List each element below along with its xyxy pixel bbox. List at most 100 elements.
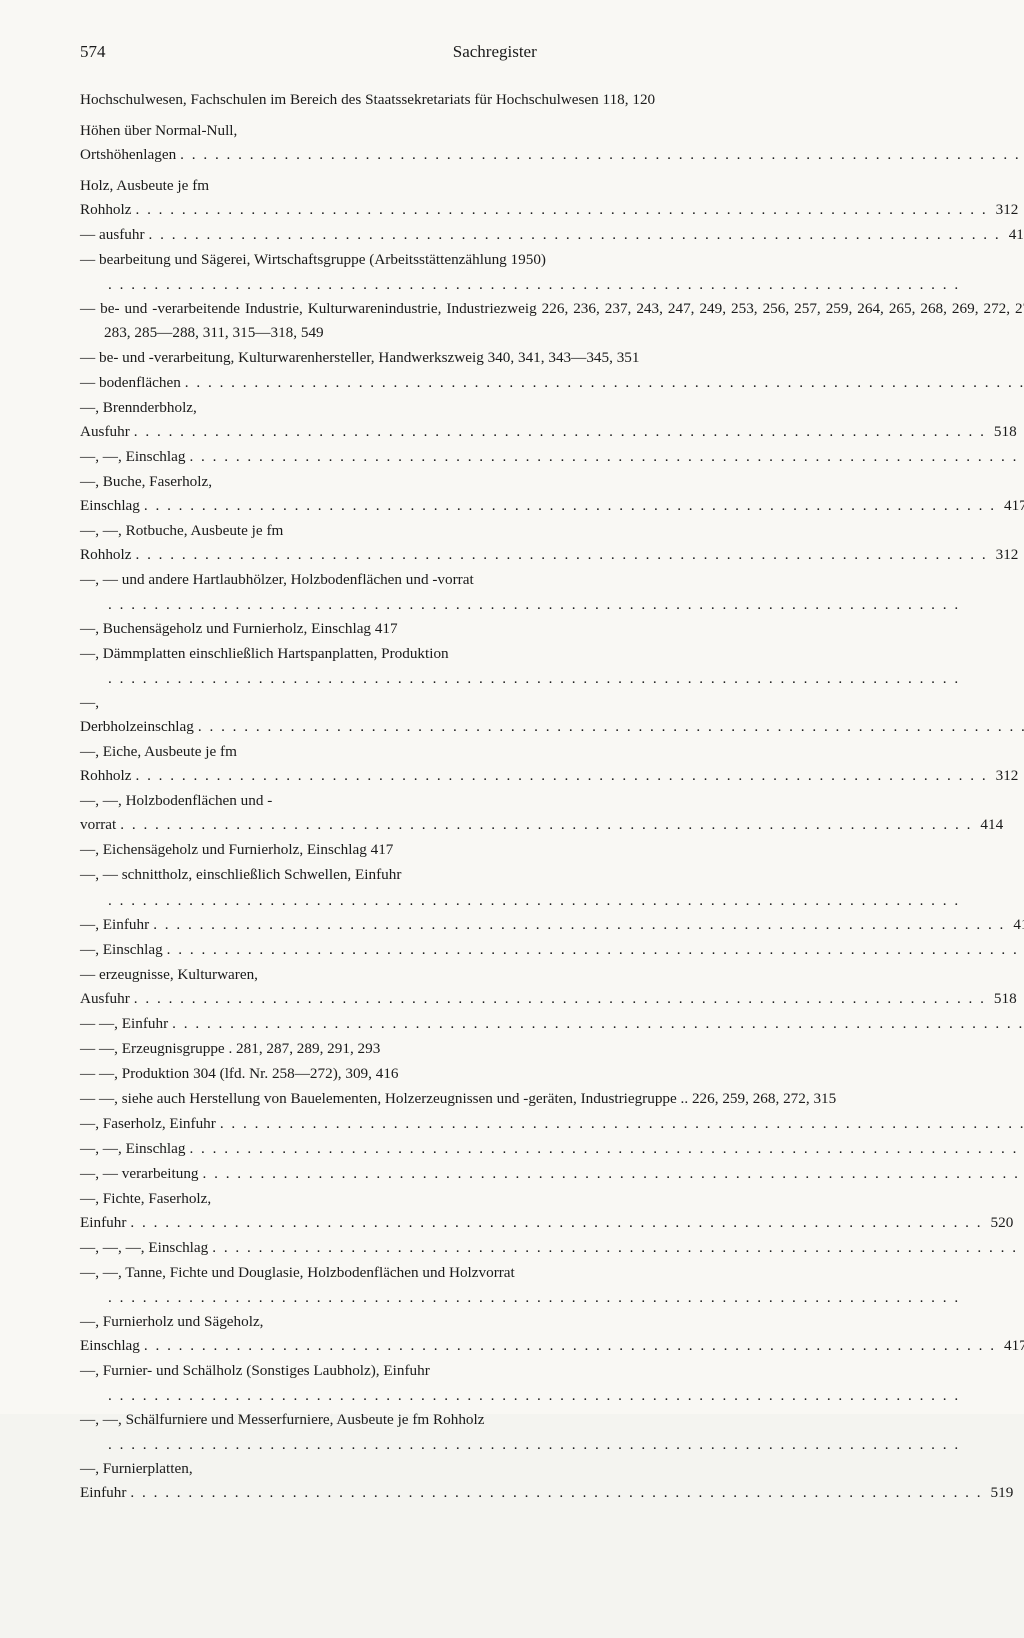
index-entry: Höhen über Normal-Null, Ortshöhenlagen3 <box>80 119 1024 167</box>
page-ref: 415, 520 <box>1009 916 1024 933</box>
index-entry: —, Eiche, Ausbeute je fm Rohholz312 <box>80 740 1024 788</box>
entry-text: —, —, Einschlag <box>80 1140 185 1157</box>
leader-dots <box>104 593 1024 617</box>
index-entry: —, Einfuhr 415, 520 <box>80 913 1024 937</box>
page-ref: 414 <box>976 816 1003 833</box>
index-entry-tail: 520 <box>80 1384 1024 1408</box>
header-spacer <box>924 42 954 62</box>
leader-dots <box>104 273 1024 297</box>
index-entry: —, Buche, Faserholz, Einschlag417 <box>80 470 1024 518</box>
page-ref: 519 <box>987 1484 1014 1501</box>
index-entry: — be- und -verarbeitende Industrie, Kult… <box>80 297 1024 345</box>
entry-text: —, Dämmplatten einschließlich Hartspanpl… <box>80 645 449 662</box>
entry-text: —, —, Schälfurniere und Messerfurniere, … <box>80 1411 484 1428</box>
index-entry: — —, Erzeugnisgruppe . 281, 287, 289, 29… <box>80 1037 1024 1061</box>
leader-dots <box>176 146 1024 163</box>
page: 574 Sachregister Hochschulwesen, Fachsch… <box>0 0 1024 1414</box>
leader-dots <box>149 916 1009 933</box>
index-entry: —, Derbholzeinschlag416, 417 <box>80 691 1024 739</box>
entry-text: —, — und andere Hartlaubhölzer, Holzbode… <box>80 571 474 588</box>
index-entry-tail: 312 <box>80 1433 1024 1457</box>
page-ref: 417 <box>1000 1337 1024 1354</box>
header-title: Sachregister <box>66 42 925 62</box>
left-column: Hochschulwesen, Fachschulen im Bereich d… <box>80 88 1024 1638</box>
index-entry-tail: 414 <box>80 593 1024 617</box>
leader-dots <box>130 423 990 440</box>
leader-dots <box>126 1214 986 1231</box>
index-entry: —, Furnierholz und Sägeholz, Einschlag41… <box>80 1310 1024 1358</box>
leader-dots <box>104 1286 1024 1310</box>
index-entry: Hochschulwesen, Fachschulen im Bereich d… <box>80 88 1024 112</box>
index-entry: —, Dämmplatten einschließlich Hartspanpl… <box>80 642 1024 666</box>
page-ref: 518 <box>990 990 1017 1007</box>
index-columns: Hochschulwesen, Fachschulen im Bereich d… <box>80 88 954 1638</box>
leader-dots <box>104 667 1024 691</box>
page-ref: 419, 518 <box>1005 226 1024 243</box>
index-entry: —, Brennderbholz, Ausfuhr518 <box>80 396 1024 444</box>
leader-dots <box>216 1115 1024 1132</box>
index-entry: —, Faserholz, Einfuhr520 <box>80 1112 1024 1136</box>
entry-text: —, — verarbeitung <box>80 1165 199 1182</box>
leader-dots <box>131 546 991 563</box>
index-entry: — bodenflächen414 <box>80 371 1024 395</box>
index-entry: —, — schnittholz, einschließlich Schwell… <box>80 863 1024 887</box>
index-entry-tail: 519 <box>80 889 1024 913</box>
entry-text: — bodenflächen <box>80 374 181 391</box>
entry-text: —, Derbholzeinschlag <box>80 694 194 735</box>
page-ref: 312 <box>992 546 1019 563</box>
leader-dots <box>181 374 1024 391</box>
index-entry: —, —, Rotbuche, Ausbeute je fm Rohholz31… <box>80 519 1024 567</box>
leader-dots <box>199 1165 1024 1182</box>
index-entry: — —, Einfuhr519 <box>80 1012 1024 1036</box>
leader-dots <box>104 1433 1024 1457</box>
entry-text: —, —, —, Einschlag <box>80 1239 208 1256</box>
page-ref: 518 <box>990 423 1017 440</box>
index-entry: —, Furnierplatten, Einfuhr519 <box>80 1457 1024 1505</box>
leader-dots <box>131 201 991 218</box>
index-entry: — bearbeitung und Sägerei, Wirtschaftsgr… <box>80 248 1024 272</box>
index-entry: — —, siehe auch Herstellung von Baueleme… <box>80 1087 1024 1111</box>
index-entry: —, Buchensägeholz und Furnierholz, Einsc… <box>80 617 1024 641</box>
leader-dots <box>140 497 1000 514</box>
entry-text: —, — schnittholz, einschließlich Schwell… <box>80 866 401 883</box>
index-entry: —, —, Einschlag417 <box>80 1137 1024 1161</box>
page-ref: 520 <box>987 1214 1014 1231</box>
page-ref: 312 <box>992 767 1019 784</box>
index-entry: — erzeugnisse, Kulturwaren, Ausfuhr518 <box>80 963 1024 1011</box>
entry-text: —, Furnier- und Schälholz (Sonstiges Lau… <box>80 1362 430 1379</box>
leader-dots <box>163 941 1023 958</box>
leader-dots <box>116 816 976 833</box>
entry-text: — —, Einfuhr <box>80 1015 168 1032</box>
entry-text: — bearbeitung und Sägerei, Wirtschaftsgr… <box>80 251 546 268</box>
index-entry: —, —, —, Einschlag417 <box>80 1236 1024 1260</box>
page-ref: 417 <box>1000 497 1024 514</box>
entry-text: —, Faserholz, Einfuhr <box>80 1115 216 1132</box>
leader-dots <box>145 226 1005 243</box>
index-entry: —, — verarbeitung416 <box>80 1162 1024 1186</box>
leader-dots <box>126 1484 986 1501</box>
index-entry: —, —, Einschlag415, 417 <box>80 445 1024 469</box>
leader-dots <box>194 718 1024 735</box>
index-entry: —, —, Schälfurniere und Messerfurniere, … <box>80 1408 1024 1432</box>
leader-dots <box>104 1384 1024 1408</box>
leader-dots <box>104 889 1024 913</box>
index-entry: — —, Produktion 304 (lfd. Nr. 258—272), … <box>80 1062 1024 1086</box>
entry-text: —, —, Einschlag <box>80 448 185 465</box>
index-entry: — be- und -verarbeitung, Kulturwarenhers… <box>80 346 1024 370</box>
index-entry: —, Einschlag416, 417 <box>80 938 1024 962</box>
index-entry-tail: 414 <box>80 1286 1024 1310</box>
leader-dots <box>185 448 1024 465</box>
leader-dots <box>208 1239 1024 1256</box>
leader-dots <box>168 1015 1024 1032</box>
index-entry-tail: 416 <box>80 667 1024 691</box>
entry-text: —, Einschlag <box>80 941 163 958</box>
index-entry: —, Furnier- und Schälholz (Sonstiges Lau… <box>80 1359 1024 1383</box>
index-entry: —, — und andere Hartlaubhölzer, Holzbode… <box>80 568 1024 592</box>
entry-text: —, —, Tanne, Fichte und Douglasie, Holzb… <box>80 1264 515 1281</box>
index-entry: — ausfuhr 419, 518 <box>80 223 1024 247</box>
page-header: 574 Sachregister <box>80 42 954 62</box>
leader-dots <box>185 1140 1024 1157</box>
entry-text: —, Einfuhr <box>80 916 149 933</box>
entry-text: — ausfuhr <box>80 226 145 243</box>
leader-dots <box>131 767 991 784</box>
